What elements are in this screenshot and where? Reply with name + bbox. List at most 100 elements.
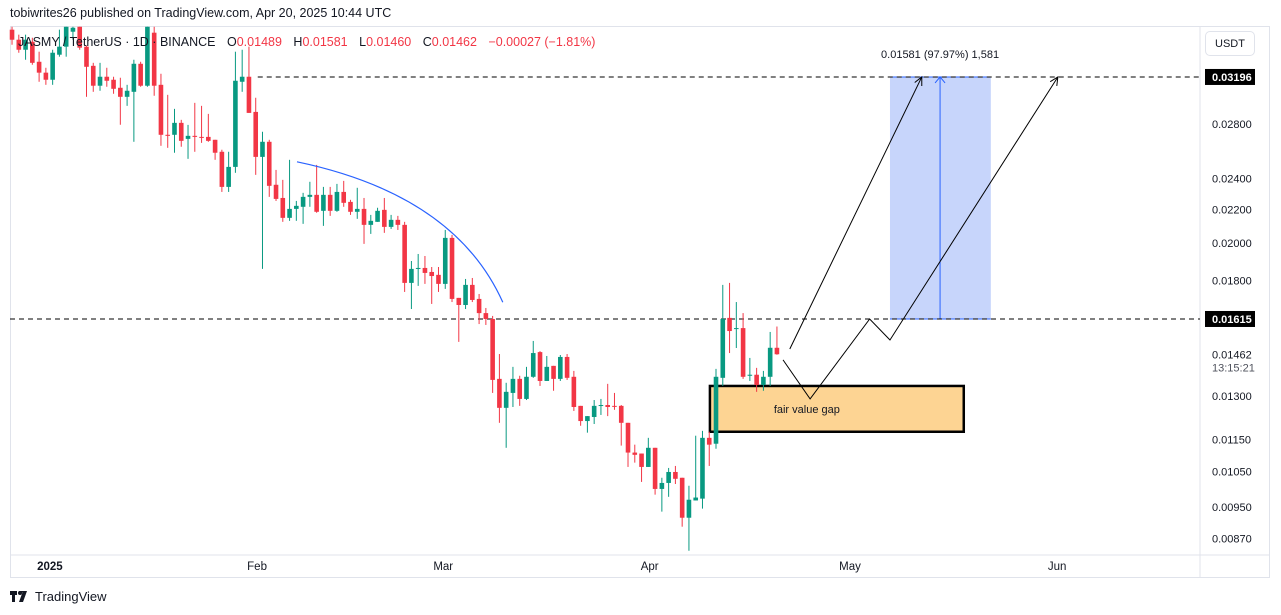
candle-body	[131, 63, 137, 92]
candle	[679, 477, 685, 527]
candle-body	[178, 122, 184, 141]
candle-body	[90, 65, 96, 86]
candle-body	[151, 32, 157, 86]
candle	[652, 447, 658, 495]
candle-body	[476, 298, 482, 314]
candle	[673, 465, 678, 485]
candle	[388, 214, 394, 229]
currency-button[interactable]: USDT	[1205, 31, 1255, 56]
candle-body	[287, 208, 292, 218]
price-badge	[1205, 68, 1255, 85]
candle	[97, 62, 103, 91]
candle	[348, 199, 353, 215]
candle	[747, 357, 753, 381]
candle	[382, 197, 387, 233]
candle-body	[239, 76, 245, 82]
candle	[375, 207, 380, 222]
candle-body	[537, 352, 543, 381]
candle	[754, 367, 759, 392]
candle-body	[273, 184, 279, 199]
candle	[625, 422, 631, 467]
low-value: 0.01460	[366, 35, 412, 49]
time-tick-label: Mar	[433, 561, 453, 573]
candle	[273, 169, 279, 201]
candle-body	[409, 268, 414, 283]
candle	[192, 102, 198, 152]
price-tick-label: 0.00950	[1212, 502, 1252, 514]
close-label: C	[422, 35, 432, 49]
candle-body	[774, 347, 780, 355]
candle	[321, 186, 326, 226]
price-tick-label: 0.01050	[1212, 467, 1252, 479]
brand[interactable]: TradingView	[10, 589, 107, 604]
candle-body	[700, 437, 705, 499]
candle-body	[84, 46, 89, 67]
candle	[618, 405, 624, 446]
candle-body	[530, 353, 536, 377]
price-tick-label: 0.02000	[1212, 238, 1252, 250]
price-badge	[1205, 310, 1255, 327]
candle-body	[524, 376, 529, 399]
price-tick-label: 0.02200	[1212, 204, 1252, 216]
candle	[734, 302, 739, 349]
candle	[354, 187, 360, 219]
candle-body	[77, 26, 83, 48]
time-tick-label: Feb	[247, 561, 267, 573]
candle	[544, 355, 550, 381]
candle	[172, 108, 177, 153]
candle-body	[43, 72, 49, 80]
candle-body	[266, 141, 272, 186]
symbol-legend: JASMY / TetherUS · 1D · BINANCE O0.01489…	[18, 35, 595, 49]
candle-body	[104, 76, 110, 81]
candle-body	[632, 452, 638, 455]
candle	[239, 49, 245, 92]
candle	[16, 34, 22, 53]
candle-body	[348, 201, 353, 212]
candle	[77, 26, 83, 50]
candle-body	[294, 205, 299, 209]
candle	[145, 26, 150, 87]
candle	[294, 200, 299, 221]
price-tick-label: 0.02800	[1212, 119, 1252, 131]
candle-body	[118, 87, 123, 97]
open-label: O	[227, 35, 237, 49]
candle-body	[673, 471, 678, 479]
time-tick-label: 2025	[37, 561, 63, 573]
candle	[761, 370, 766, 391]
candle	[84, 45, 89, 97]
candle-body	[449, 237, 455, 299]
candle	[124, 84, 130, 106]
close-value: 0.01462	[431, 35, 477, 49]
candle-body	[382, 209, 387, 227]
candle	[131, 59, 137, 142]
candle-body	[192, 135, 198, 137]
candle-body	[199, 136, 204, 138]
candle	[740, 313, 746, 379]
candle	[463, 278, 468, 310]
candle	[260, 131, 265, 269]
candle	[483, 307, 489, 325]
candle	[490, 315, 495, 393]
candle-body	[233, 80, 238, 167]
candle	[118, 77, 123, 125]
candle	[422, 255, 428, 284]
candle-body	[720, 318, 726, 378]
candle	[138, 61, 143, 87]
price-tick-label: 0.02400	[1212, 174, 1252, 186]
candle	[571, 370, 577, 411]
candle	[659, 477, 665, 512]
price-tick-label: 0.01150	[1212, 434, 1251, 446]
arrow-head-icon	[1049, 75, 1059, 86]
candle-body	[659, 482, 665, 489]
candle-body	[246, 76, 252, 113]
candle	[206, 113, 211, 142]
candle	[646, 437, 651, 467]
candle	[90, 62, 96, 92]
symbol-title: JASMY / TetherUS · 1D · BINANCE	[18, 35, 216, 49]
candle-body	[544, 366, 550, 381]
candle	[334, 183, 340, 212]
candle	[551, 365, 556, 391]
candle-body	[361, 208, 367, 225]
candle	[598, 398, 604, 415]
